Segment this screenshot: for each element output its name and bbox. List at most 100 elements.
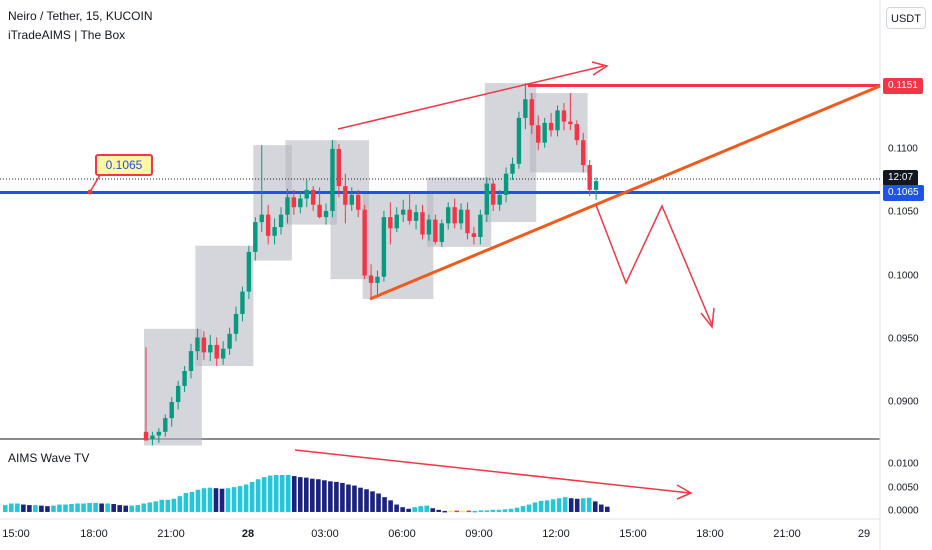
candle-body bbox=[548, 122, 554, 131]
candle-body bbox=[497, 194, 502, 205]
candle-body bbox=[581, 140, 586, 166]
resistance-price-tag: 0.1151 bbox=[883, 78, 923, 94]
wave-bar bbox=[508, 508, 514, 512]
wave-bar bbox=[316, 479, 321, 512]
ascending-trendline[interactable] bbox=[369, 84, 881, 301]
wave-bar bbox=[358, 487, 363, 512]
candle-body bbox=[336, 148, 342, 187]
time-tick: 12:00 bbox=[542, 528, 570, 540]
wave-bar bbox=[460, 510, 466, 513]
candle-body bbox=[291, 197, 297, 208]
wave-bar bbox=[334, 481, 339, 512]
candle-body bbox=[259, 214, 264, 223]
wave-bar bbox=[532, 502, 538, 512]
wave-indicator-label[interactable]: AIMS Wave TV bbox=[8, 451, 90, 465]
candle-body bbox=[452, 207, 457, 224]
candle-body bbox=[265, 214, 271, 236]
wave-bar bbox=[466, 510, 472, 513]
wave-bar bbox=[424, 505, 429, 512]
wave-bar bbox=[406, 508, 411, 512]
wave-bar bbox=[225, 488, 231, 512]
wave-bar bbox=[526, 504, 532, 512]
wave-bar bbox=[219, 488, 225, 512]
candle-body bbox=[201, 337, 207, 353]
wave-divergence-arrowhead bbox=[676, 484, 693, 500]
wave-bar bbox=[15, 503, 20, 512]
candle-body bbox=[401, 209, 406, 215]
wave-bar bbox=[376, 493, 381, 512]
wave-bar bbox=[436, 509, 442, 512]
candle-body bbox=[388, 217, 393, 229]
wave-bar bbox=[105, 503, 110, 512]
wave-bar bbox=[237, 486, 243, 512]
wave-bar bbox=[231, 487, 237, 512]
wave-bar bbox=[346, 484, 351, 512]
wave-bar bbox=[285, 475, 291, 512]
projection-path[interactable] bbox=[595, 204, 713, 326]
candle-body bbox=[163, 418, 168, 432]
time-tick: 15:00 bbox=[619, 528, 647, 540]
wave-bar bbox=[183, 492, 189, 512]
currency-button[interactable]: USDT bbox=[886, 7, 926, 29]
wave-bar bbox=[580, 498, 586, 512]
wave-bar bbox=[568, 498, 574, 512]
candle-body bbox=[394, 214, 399, 229]
candle-body bbox=[484, 183, 489, 215]
candle-body bbox=[220, 348, 226, 359]
candle-body bbox=[285, 197, 290, 215]
candlestick-series bbox=[143, 83, 599, 446]
price-callout[interactable]: 0.1065 bbox=[95, 154, 153, 176]
upper-trendline[interactable] bbox=[337, 65, 605, 130]
wave-bar bbox=[310, 478, 315, 512]
candle-body bbox=[278, 214, 284, 228]
wave-bar bbox=[448, 510, 454, 513]
wave-bar bbox=[304, 477, 309, 512]
projection-arrowhead bbox=[700, 307, 715, 329]
candle-body bbox=[561, 110, 567, 122]
price-tick: 0.1050 bbox=[888, 206, 919, 218]
candle-body bbox=[304, 189, 309, 199]
wave-bar bbox=[243, 484, 249, 512]
wave-bar bbox=[291, 476, 297, 512]
wave-bar bbox=[9, 503, 14, 512]
wave-bar bbox=[51, 505, 56, 512]
wave-bar bbox=[279, 475, 285, 512]
wave-bar bbox=[159, 499, 165, 512]
wave-bar bbox=[352, 485, 357, 512]
wave-bar bbox=[556, 498, 562, 512]
wave-divergence-line[interactable] bbox=[294, 449, 691, 494]
symbol-title: Neiro / Tether, 15, KUCOIN bbox=[8, 9, 153, 23]
box-range bbox=[144, 328, 202, 446]
candle-body bbox=[523, 99, 528, 118]
wave-bar bbox=[195, 489, 201, 512]
wave-bar bbox=[430, 508, 436, 512]
wave-bar bbox=[33, 505, 38, 512]
wave-bar bbox=[388, 500, 393, 512]
candle-body bbox=[471, 233, 477, 237]
wave-bar bbox=[87, 502, 92, 512]
wave-bar bbox=[39, 505, 44, 512]
candle-body bbox=[362, 209, 367, 276]
wave-bar bbox=[370, 491, 375, 512]
candle-body bbox=[446, 207, 451, 224]
candle-body bbox=[593, 181, 599, 190]
aims-wave-histogram bbox=[3, 475, 610, 513]
price-tick: 0.0900 bbox=[888, 396, 919, 408]
wave-bar bbox=[81, 503, 86, 512]
indicator-legend[interactable]: iTradeAIMS | The Box bbox=[8, 28, 126, 42]
wave-bar bbox=[442, 510, 448, 513]
wave-bar bbox=[45, 506, 50, 512]
wave-bar bbox=[520, 506, 526, 512]
wave-bar bbox=[123, 505, 128, 512]
wave-bar bbox=[394, 504, 399, 512]
candle-body bbox=[413, 212, 419, 221]
wave-bar bbox=[502, 509, 508, 512]
wave-bar bbox=[273, 475, 279, 512]
callout-pointer bbox=[89, 174, 101, 193]
wave-bar bbox=[454, 510, 460, 513]
candle-body bbox=[439, 223, 444, 242]
candle-body bbox=[188, 351, 194, 371]
candle-body bbox=[426, 219, 432, 235]
price-tick: 0.1000 bbox=[888, 270, 919, 282]
